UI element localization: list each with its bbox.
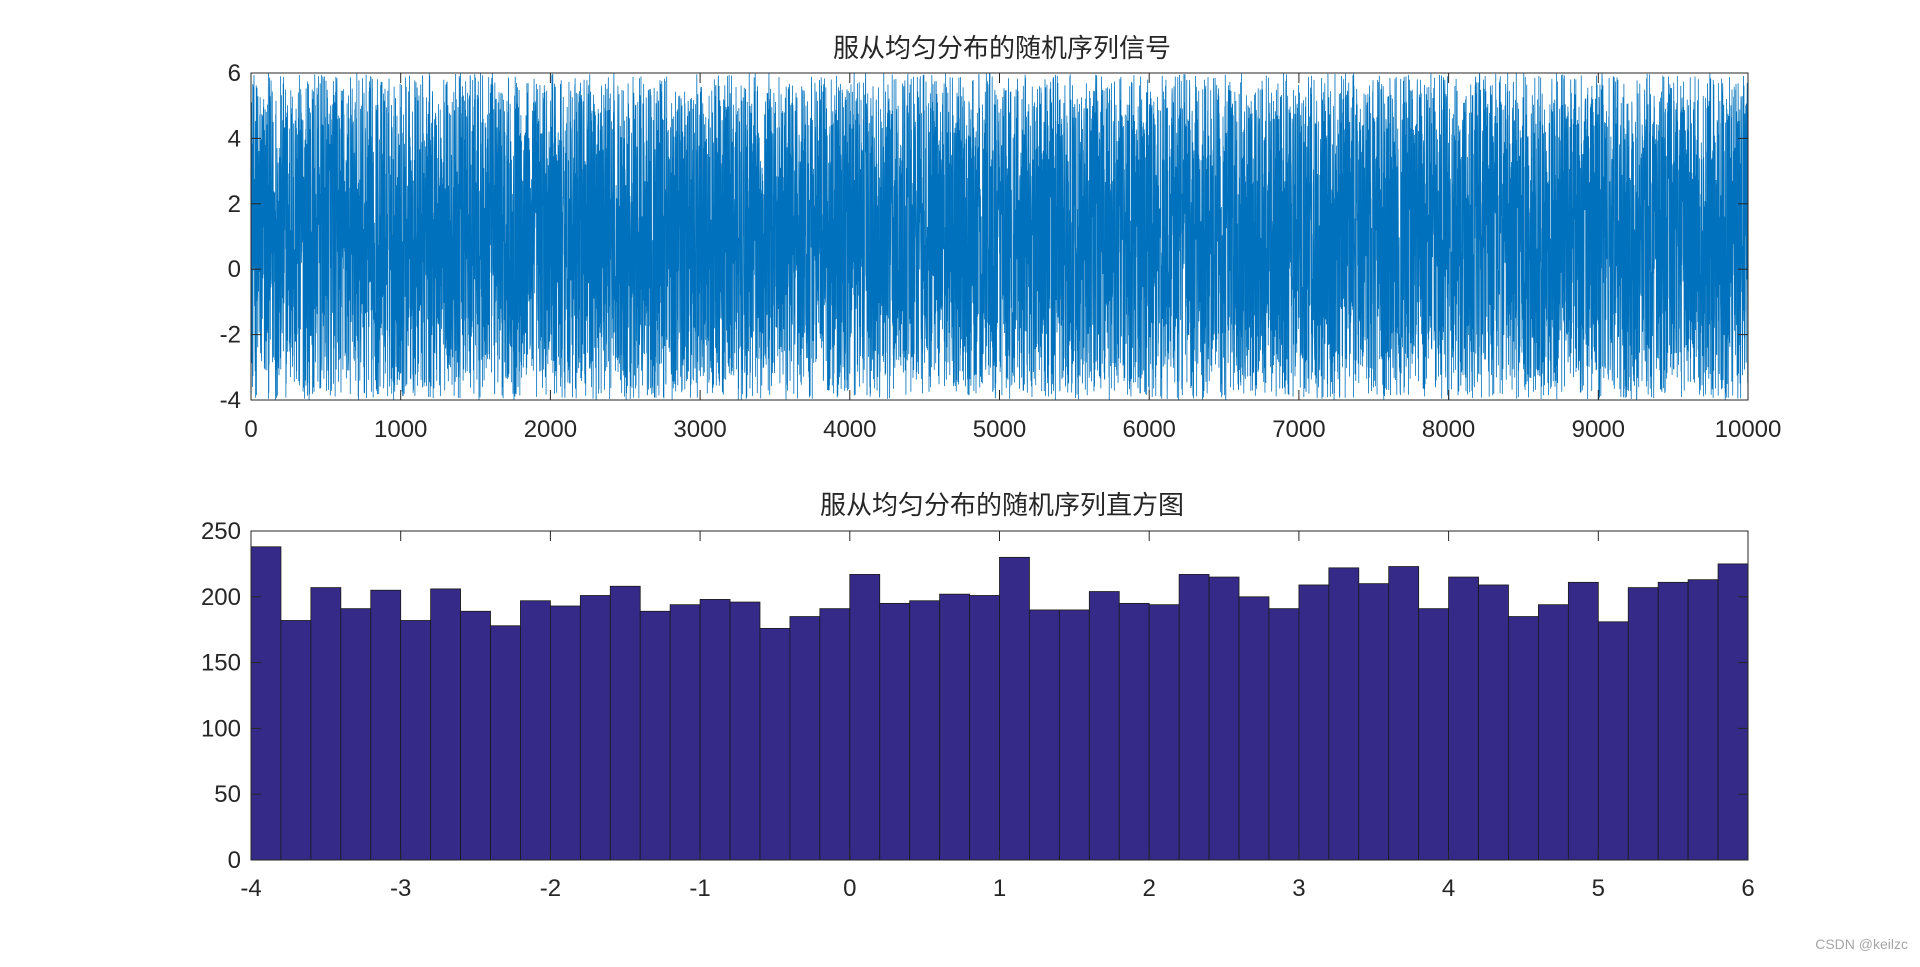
histogram-bar (1448, 576, 1479, 861)
histogram-y-tick-label: 200 (201, 584, 241, 611)
histogram-bar (1358, 583, 1390, 861)
histogram-bar (1508, 616, 1539, 861)
histogram-bar (520, 600, 551, 861)
histogram-y-tick-label: 150 (201, 650, 241, 677)
histogram-y-tick-label: 0 (228, 847, 241, 874)
watermark-text: CSDN @keilzc (1815, 936, 1908, 952)
histogram-bar (340, 608, 372, 861)
histogram-x-tick-label: 0 (843, 875, 856, 902)
signal-x-tick-label: 1000 (374, 416, 427, 443)
histogram-x-tick-label: 2 (1143, 875, 1156, 902)
signal-x-tick-label: 6000 (1123, 416, 1176, 443)
histogram-bar (639, 610, 671, 861)
signal-x-tick-label: 3000 (673, 416, 726, 443)
histogram-bar (1148, 604, 1180, 861)
histogram-bar (400, 620, 432, 861)
histogram-bar (909, 600, 941, 861)
signal-y-tick-label: 4 (228, 125, 241, 152)
histogram-bar (819, 608, 851, 861)
histogram-bar (1118, 602, 1150, 861)
signal-y-tick-label: 2 (228, 191, 241, 218)
signal-x-tick-label: 5000 (973, 416, 1026, 443)
signal-line (250, 73, 1749, 400)
histogram-bar (460, 610, 491, 861)
histogram-bar (280, 620, 312, 861)
histogram-bar (1058, 609, 1090, 861)
signal-x-tick-label: 8000 (1422, 416, 1475, 443)
histogram-bar (789, 616, 821, 861)
histogram-bar (1029, 609, 1060, 861)
signal-y-tick-label: -2 (220, 322, 241, 349)
histogram-bar (609, 585, 641, 861)
histogram-x-tick-label: -4 (240, 875, 261, 902)
histogram-bar (849, 574, 881, 861)
histogram-bar (490, 625, 521, 861)
histogram-bar (669, 604, 701, 861)
signal-x-tick-label: 9000 (1572, 416, 1625, 443)
histogram-bar (1478, 584, 1509, 861)
histogram-bar (1657, 581, 1689, 861)
histogram-bar (1388, 566, 1420, 861)
histogram-x-tick-label: 5 (1592, 875, 1605, 902)
histogram-bar (729, 601, 761, 861)
histogram-bar (1208, 576, 1240, 861)
signal-y-tick-label: 6 (228, 60, 241, 87)
histogram-bar (1627, 587, 1659, 861)
histogram-y-tick-label: 50 (214, 781, 241, 808)
histogram-bar (969, 595, 1000, 861)
histogram-bar (310, 587, 342, 861)
histogram-x-tick-label: -2 (540, 875, 561, 902)
histogram-ticks: -4 -3 -2 -1 0 1 2 3 4 5 6 0 50 100 150 200 250 (201, 518, 1755, 902)
histogram-bar (1687, 579, 1719, 861)
histogram-bar (1298, 584, 1330, 861)
histogram-bar (1238, 596, 1270, 861)
histogram-bar (1538, 604, 1569, 861)
signal-y-tick-label: 0 (228, 256, 241, 283)
histogram-bar (1268, 608, 1300, 861)
signal-y-tick-label: -4 (220, 387, 241, 414)
histogram-bar (999, 556, 1030, 861)
histogram-axes: 服从均匀分布的随机序列直方图 -4 -3 -2 -1 0 1 2 3 4 5 6 0 50 100 150 2… (201, 490, 1755, 902)
histogram-bar (579, 595, 611, 861)
histogram-x-tick-label: 6 (1741, 875, 1754, 902)
histogram-bar (699, 599, 731, 861)
signal-x-tick-label: 7000 (1272, 416, 1325, 443)
histogram-bar (759, 627, 791, 861)
histogram-bar (1088, 591, 1120, 861)
histogram-bar (1178, 574, 1210, 861)
signal-ticks: 0 1000 2000 3000 4000 5000 6000 7000 8000 9000 100… (220, 60, 1782, 443)
histogram-y-tick-label: 250 (201, 518, 241, 545)
histogram-bar (1418, 608, 1450, 861)
histogram-x-tick-label: -3 (390, 875, 411, 902)
histogram-bar (370, 589, 402, 861)
signal-x-tick-label: 10000 (1715, 416, 1782, 443)
signal-series-line (250, 73, 1749, 400)
signal-x-tick-label: 4000 (823, 416, 876, 443)
signal-axes: 服从均匀分布的随机序列信号 0 1000 2000 3000 4000 5000 6000 7… (220, 33, 1782, 443)
histogram-x-tick-label: -1 (689, 875, 710, 902)
signal-x-tick-label: 2000 (524, 416, 577, 443)
histogram-x-tick-label: 3 (1292, 875, 1305, 902)
histogram-bar (1597, 621, 1629, 861)
histogram-bar (879, 602, 911, 861)
histogram-chart-title: 服从均匀分布的随机序列直方图 (820, 490, 1184, 520)
signal-chart-title: 服从均匀分布的随机序列信号 (833, 33, 1171, 63)
histogram-x-tick-label: 4 (1442, 875, 1455, 902)
histogram-bar (430, 588, 461, 861)
histogram-bar (1328, 567, 1360, 861)
histogram-bar (250, 546, 282, 861)
signal-x-tick-label: 0 (244, 416, 257, 443)
histogram-y-tick-label: 100 (201, 715, 241, 742)
histogram-bar (1567, 581, 1599, 861)
histogram-bar (550, 605, 581, 861)
histogram-bar (1717, 563, 1749, 861)
histogram-x-tick-label: 1 (993, 875, 1006, 902)
histogram-bar (939, 593, 970, 861)
